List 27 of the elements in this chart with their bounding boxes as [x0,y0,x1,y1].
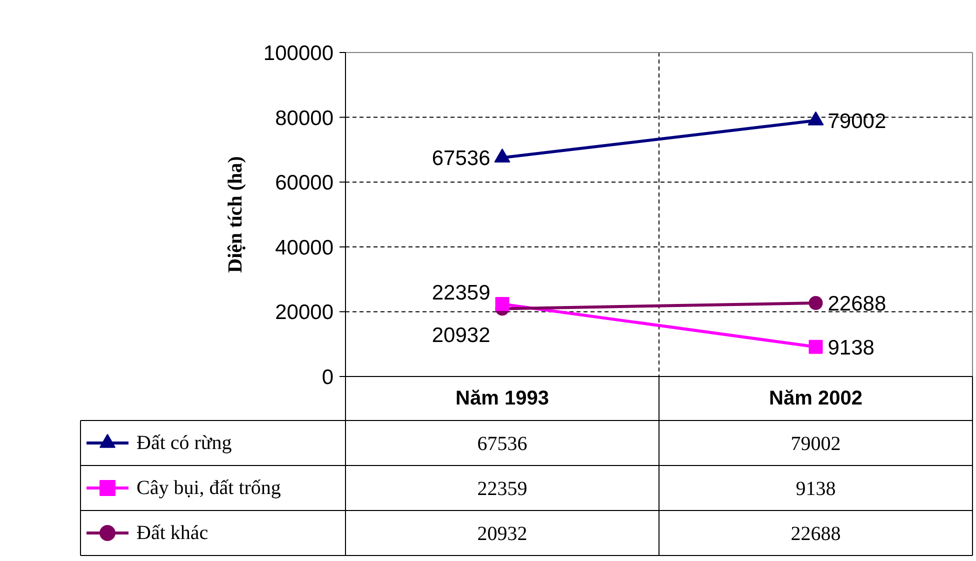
text: 67536 [432,147,490,170]
legend-label: Cây bụi, đất trống [136,477,281,499]
y-tick-label: 80000 [275,106,334,130]
y-tick-label: 0 [322,366,334,389]
y-tick-label: 40000 [275,236,334,260]
point [808,296,823,310]
legend-label: Đất khác [136,522,208,544]
text: 9138 [828,336,874,360]
point [808,340,823,354]
text: 20932 [432,324,490,348]
data-label: 22688 [790,523,841,545]
legend-label: Đất có rừng [136,432,232,454]
data-label: 22359 [477,478,528,500]
x-tick-label: Năm 1993 [456,388,549,410]
data-label: 9138 [796,478,836,500]
y-axis-title: Diện tích (ha) [224,156,246,273]
data-label: 67536 [477,433,528,455]
x-tick-label: Năm 2002 [769,388,862,410]
text: 79002 [828,110,886,134]
data-label: 20932 [477,523,528,545]
y-tick-label: 20000 [275,301,334,324]
data-label: 79002 [790,433,841,455]
y-tick-label: 100000 [263,42,334,65]
text: 22359 [432,282,490,305]
y-tick-label: 60000 [275,172,334,195]
point [495,297,510,312]
text: 22688 [828,292,886,316]
